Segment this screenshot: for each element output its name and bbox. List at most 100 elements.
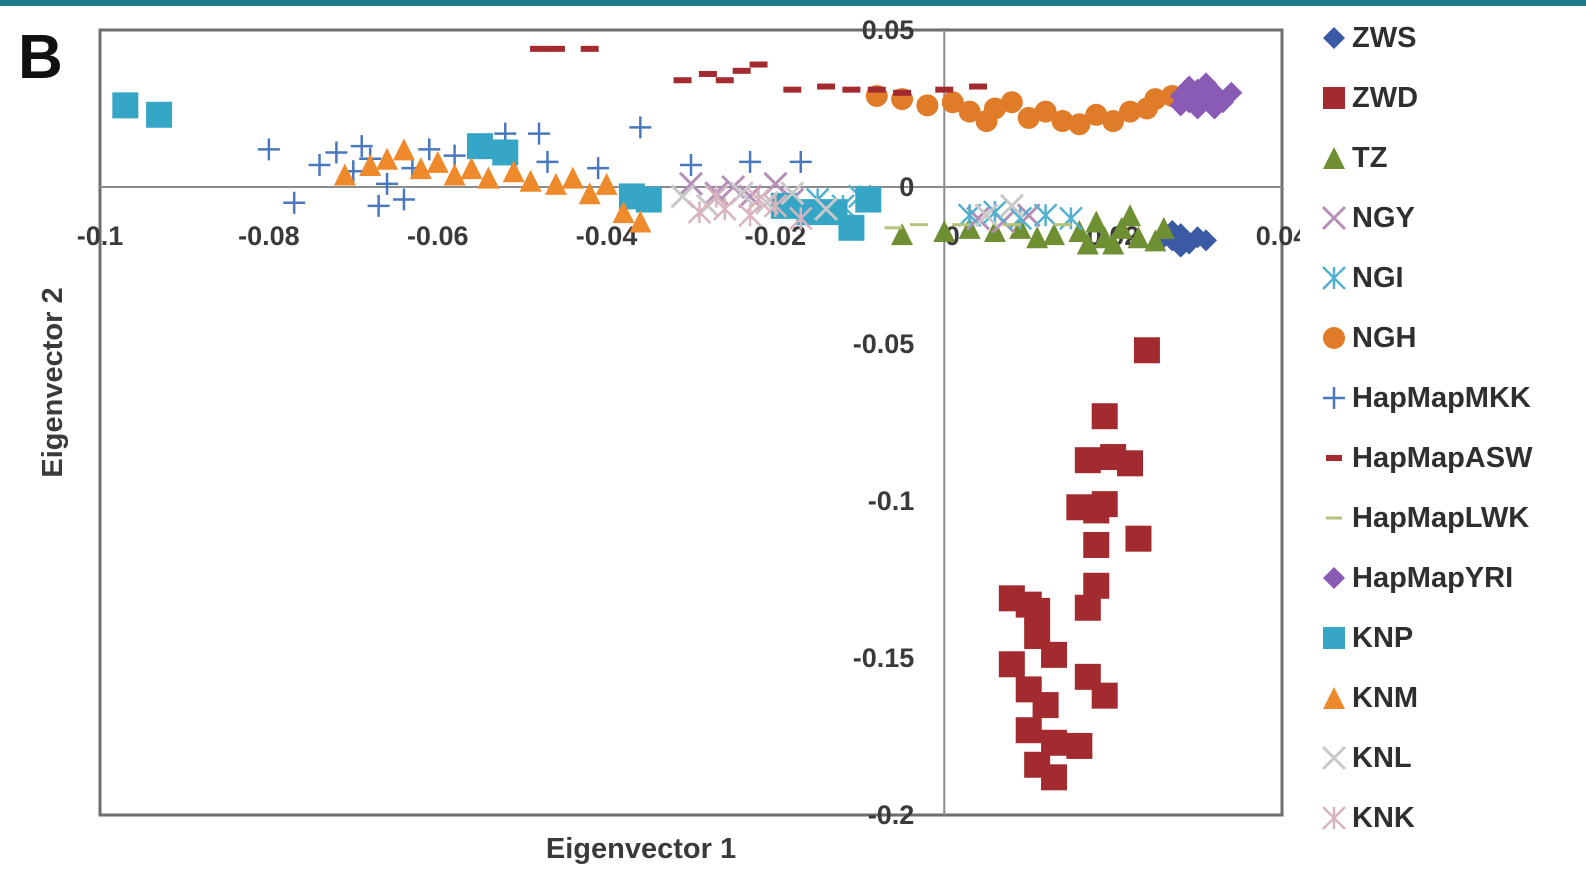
legend-marker-shape xyxy=(1323,147,1345,169)
data-point-knl xyxy=(999,193,1024,218)
legend-label: ZWS xyxy=(1352,21,1417,54)
data-point-hapmapyri xyxy=(1220,81,1243,104)
series-hapmapasw xyxy=(530,45,988,96)
data-point-zwd xyxy=(1083,531,1110,558)
data-point-hapmapasw xyxy=(715,77,734,84)
data-point-hapmapmkk xyxy=(536,150,559,173)
legend-marker-shape xyxy=(1323,387,1345,409)
data-point-hapmapmkk xyxy=(257,138,280,161)
data-point-zwd xyxy=(998,651,1025,678)
data-point-zwd xyxy=(1041,764,1068,791)
data-point-zws xyxy=(1195,229,1218,252)
data-point-ngh xyxy=(1051,110,1074,133)
legend-item-knl: KNL xyxy=(1318,728,1580,788)
data-point-hapmapmkk xyxy=(350,135,373,158)
legend-marker-shape xyxy=(1323,327,1345,349)
legend-item-ngi: NGI xyxy=(1318,248,1580,308)
legend-item-zws: ZWS xyxy=(1318,8,1580,68)
data-point-ngi xyxy=(983,200,1007,225)
data-point-tz xyxy=(1085,210,1108,233)
data-point-ngh xyxy=(975,110,998,133)
y-tick-label: 0.05 xyxy=(862,15,915,45)
data-point-hapmapasw xyxy=(893,89,912,96)
legend-marker-shape xyxy=(1326,516,1342,520)
data-point-hapmaplwk xyxy=(884,226,903,230)
data-point-knm xyxy=(477,166,500,189)
data-point-tz xyxy=(1068,219,1091,242)
data-point-hapmapasw xyxy=(546,45,565,52)
data-point-hapmaplwk xyxy=(1053,223,1072,227)
data-point-zwd xyxy=(1015,717,1042,744)
data-point-tz xyxy=(891,223,914,246)
y-tick-label: -0.2 xyxy=(868,800,915,830)
legend-marker-shape xyxy=(1323,567,1345,589)
data-point-knl xyxy=(780,181,805,206)
data-point-tz xyxy=(1026,226,1049,249)
data-point-hapmapmkk xyxy=(629,116,652,139)
data-point-knm xyxy=(392,138,415,161)
legend-label: NGI xyxy=(1352,261,1404,294)
x-tick-labels: -0.1-0.08-0.06-0.04-0.0200.020.04 xyxy=(77,221,1300,251)
data-point-hapmapmkk xyxy=(283,191,306,214)
data-point-zwd xyxy=(1041,641,1068,668)
data-point-knm xyxy=(519,169,542,192)
data-point-knm xyxy=(376,147,399,170)
data-point-tz xyxy=(1127,226,1150,249)
legend-label: NGY xyxy=(1352,201,1415,234)
data-point-ngh xyxy=(916,94,939,117)
x-axis-title: Eigenvector 1 xyxy=(546,833,736,865)
legend-marker-shape xyxy=(1323,27,1345,49)
legend-label: TZ xyxy=(1352,141,1388,174)
data-point-hapmaplwk xyxy=(909,223,928,227)
legend: ZWS ZWD TZ NGY NGI NGH HapMapMKK HapMapASW HapMa… xyxy=(1318,8,1580,848)
legend-label: KNM xyxy=(1352,681,1419,714)
panel-label: B xyxy=(18,23,63,92)
series-zwd xyxy=(998,337,1160,791)
legend-marker-diamond-icon xyxy=(1323,27,1345,49)
data-point-knp xyxy=(855,186,882,213)
data-point-hapmapasw xyxy=(935,86,954,93)
data-point-hapmapmkk xyxy=(418,138,441,161)
data-point-zwd xyxy=(1091,491,1118,518)
data-point-hapmapasw xyxy=(732,67,751,74)
data-point-ngh xyxy=(1017,106,1040,129)
legend-marker-triangle-icon xyxy=(1323,147,1345,169)
data-point-ngh xyxy=(1144,88,1167,111)
data-point-knm xyxy=(544,172,567,195)
data-point-knl xyxy=(974,203,999,228)
data-point-knm xyxy=(629,210,652,233)
data-point-ngh xyxy=(1034,100,1057,123)
data-point-zwd xyxy=(1074,594,1101,621)
data-point-knk xyxy=(746,187,771,212)
plot-frame xyxy=(98,28,1284,817)
data-point-knm xyxy=(409,157,432,180)
data-point-hapmapasw xyxy=(698,70,717,77)
data-point-hapmapasw xyxy=(673,77,692,84)
data-point-ngh xyxy=(1000,91,1023,114)
data-point-knm xyxy=(561,166,584,189)
legend-marker-square-icon xyxy=(1323,87,1345,109)
data-point-ngi xyxy=(957,203,982,228)
legend-marker-shape xyxy=(1323,687,1345,709)
data-point-zwd xyxy=(1125,525,1152,552)
legend-marker-triangle-icon xyxy=(1323,687,1345,709)
data-point-zwd xyxy=(1041,729,1068,756)
data-point-hapmapmkk xyxy=(392,188,415,211)
data-point-hapmaplwk xyxy=(1002,223,1021,227)
legend-label: HapMapASW xyxy=(1352,441,1533,474)
series-knm xyxy=(333,138,652,233)
data-point-knm xyxy=(460,157,483,180)
legend-marker-hline-icon xyxy=(1326,516,1342,520)
data-point-tz xyxy=(1144,229,1167,252)
series-tz xyxy=(891,204,1175,255)
data-point-zwd xyxy=(1032,692,1059,719)
data-point-ngy xyxy=(678,171,704,196)
x-tick-label: -0.04 xyxy=(576,221,638,251)
data-point-knm xyxy=(333,163,356,186)
legend-item-hapmapasw: HapMapASW xyxy=(1318,428,1580,488)
legend-marker-square-icon xyxy=(1323,627,1345,649)
data-point-knm xyxy=(359,154,382,177)
series-knp xyxy=(112,92,882,241)
legend-marker-dash-icon xyxy=(1326,455,1342,461)
data-point-hapmapyri xyxy=(1203,97,1226,120)
